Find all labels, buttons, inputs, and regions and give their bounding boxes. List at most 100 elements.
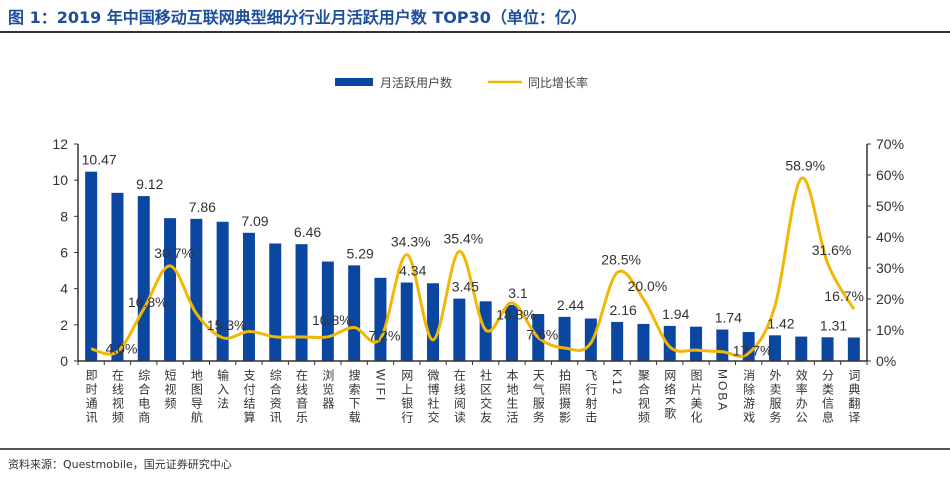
- left-tick-label: 0: [60, 353, 68, 369]
- bar: [85, 171, 98, 361]
- category-label: MOBA: [715, 369, 729, 412]
- bar: [690, 326, 703, 361]
- left-tick-label: 10: [52, 172, 68, 188]
- bar-value-label: 2.16: [610, 302, 637, 318]
- bar: [821, 337, 834, 361]
- category-label: 输入法: [216, 368, 230, 411]
- bar: [400, 282, 413, 361]
- growth-value-label: 18.8%: [496, 307, 536, 323]
- growth-value-label: 16.7%: [824, 288, 864, 304]
- left-tick-label: 12: [52, 136, 68, 152]
- category-label: 聚合视频: [636, 369, 650, 425]
- left-tick-label: 2: [60, 317, 68, 333]
- right-tick-label: 70%: [876, 136, 904, 152]
- growth-value-label: 17.7%: [733, 342, 773, 358]
- growth-value-label: 20.0%: [628, 278, 668, 294]
- bar: [768, 335, 781, 361]
- category-label: 消除游戏: [742, 369, 756, 425]
- right-tick-label: 0%: [876, 353, 896, 369]
- left-tick-label: 6: [60, 245, 68, 261]
- growth-value-label: 34.3%: [391, 234, 431, 250]
- bar: [111, 192, 124, 361]
- bar: [137, 196, 150, 361]
- category-label: 社区交友: [479, 368, 493, 425]
- bar-value-label: 9.12: [136, 176, 163, 192]
- category-label: 词典翻译: [847, 369, 861, 425]
- divider: [0, 31, 950, 33]
- bar-value-label: 1.94: [662, 306, 689, 322]
- bar-value-label: 1.74: [715, 310, 742, 326]
- bar: [374, 277, 387, 361]
- category-label: 短视频: [163, 369, 177, 411]
- category-label: 微博社交: [426, 369, 440, 425]
- bar: [584, 318, 597, 361]
- bar-value-label: 5.29: [347, 245, 374, 261]
- bar-value-label: 7.09: [241, 213, 268, 229]
- category-label: 网上银行: [400, 369, 414, 425]
- category-label: 拍照摄影: [558, 368, 572, 425]
- right-tick-label: 10%: [876, 322, 904, 338]
- growth-value-label: 31.6%: [812, 242, 852, 258]
- growth-value-label: 28.5%: [601, 252, 641, 268]
- bar: [505, 304, 518, 361]
- category-label: K12: [610, 369, 624, 396]
- growth-value-label: 15.3%: [207, 317, 247, 333]
- category-label: 浏览器: [321, 369, 335, 411]
- category-label: 综合电商: [137, 369, 151, 425]
- bar-value-label: 4.34: [399, 263, 426, 279]
- bar: [216, 221, 229, 361]
- left-tick-label: 8: [60, 208, 68, 224]
- right-tick-label: 60%: [876, 167, 904, 183]
- bar: [242, 232, 255, 361]
- chart: 月活跃用户数 同比增长率 0 2 4 6 8 10 12 0% 10% 20% 30% 40% 50% 60%…: [52, 75, 904, 425]
- bar-value-label: 3.45: [452, 279, 479, 295]
- growth-value-label: 35.4%: [443, 230, 483, 246]
- source-note: 资料来源：Questmobile，国元证券研究中心: [8, 458, 232, 471]
- figure-title: 图 1：2019 年中国移动互联网典型细分行业月活跃用户数 TOP30（单位：亿…: [8, 8, 587, 27]
- right-tick-label: 30%: [876, 260, 904, 276]
- bar: [716, 329, 729, 361]
- category-label: 飞行射击: [584, 369, 598, 425]
- bar-value-label: 10.47: [82, 152, 117, 168]
- right-tick-label: 40%: [876, 229, 904, 245]
- growth-value-label: 7.2%: [368, 328, 400, 344]
- category-label: 效率办公: [794, 368, 808, 425]
- bar: [795, 336, 808, 361]
- category-label: 在线阅读: [452, 369, 466, 425]
- bar: [269, 243, 282, 361]
- bar-value-label: 7.86: [189, 199, 216, 215]
- growth-value-label: 58.9%: [785, 157, 825, 173]
- bar: [663, 325, 676, 361]
- right-tick-label: 50%: [876, 198, 904, 214]
- category-label: 综合资讯: [268, 369, 282, 425]
- legend-line-label: 同比增长率: [528, 75, 588, 90]
- bar-value-label: 1.42: [767, 315, 794, 331]
- category-label: 搜索下载: [347, 368, 361, 425]
- category-label: 本地生活: [505, 369, 519, 425]
- bar: [453, 298, 466, 361]
- growth-value-label: 16.8%: [128, 294, 168, 310]
- bar-value-label: 3.1: [508, 285, 528, 301]
- growth-line: [90, 176, 856, 358]
- growth-value-label: 7.6%: [526, 326, 558, 342]
- category-label: WIFI: [373, 369, 387, 402]
- bar: [637, 323, 650, 361]
- bar: [558, 316, 571, 361]
- category-label: 图片美化: [689, 369, 703, 425]
- growth-value-label: 10.8%: [312, 312, 352, 328]
- category-label: 地图导航: [189, 369, 203, 425]
- divider: [0, 448, 950, 450]
- bar: [164, 218, 177, 361]
- legend-bar-label: 月活跃用户数: [380, 75, 452, 90]
- left-tick-label: 4: [60, 281, 68, 297]
- category-label: 即时通讯: [84, 369, 98, 425]
- bar-value-label: 6.46: [294, 224, 321, 240]
- right-tick-label: 20%: [876, 291, 904, 307]
- growth-value-label: 30.7%: [154, 245, 194, 261]
- category-label: 天气服务: [531, 369, 545, 425]
- legend-bar-swatch: [335, 78, 373, 86]
- category-label: 在线音乐: [295, 369, 309, 425]
- bar: [295, 244, 308, 361]
- bar: [427, 283, 440, 361]
